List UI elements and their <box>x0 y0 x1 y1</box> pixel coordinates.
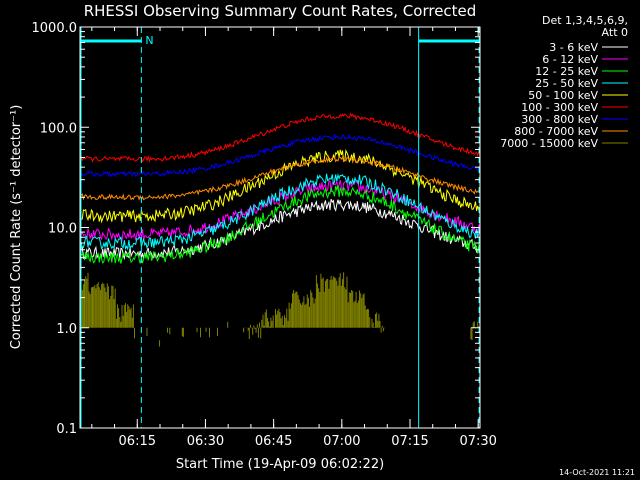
legend-label-5: 50 - 100 keV <box>528 89 598 102</box>
series-line-6 <box>79 112 481 163</box>
y-axis: 1000.0 100.0 10.0 1.0 0.1 <box>32 21 480 437</box>
y-tick-label: 1000.0 <box>32 21 78 36</box>
series-line-8 <box>79 155 481 201</box>
legend-label-7: 300 - 800 keV <box>521 113 598 126</box>
series-line-5 <box>79 149 481 224</box>
legend-label-6: 100 - 300 keV <box>521 101 598 114</box>
legend-label-2: 6 - 12 keV <box>542 53 598 66</box>
series-line-2 <box>79 179 481 243</box>
y-tick-label: 0.1 <box>56 422 77 437</box>
series-line-1 <box>79 198 481 261</box>
chart-title: RHESSI Observing Summary Count Rates, Co… <box>84 2 477 20</box>
x-axis: 06:15 06:30 06:45 07:00 07:15 07:30 <box>91 27 497 449</box>
y-axis-label: Corrected Count Rate (s⁻¹ detector⁻¹) <box>9 105 24 350</box>
y-tick-label: 1.0 <box>56 322 77 337</box>
x-tick-label: 06:15 <box>119 434 156 449</box>
x-tick-label: 07:30 <box>459 434 496 449</box>
legend-label-8: 800 - 7000 keV <box>514 125 598 138</box>
orbit-flag-label: N <box>145 34 153 47</box>
legend-header-line-1: Det 1,3,4,5,6,9, <box>542 14 628 27</box>
footer-date: 14-Oct-2021 11:21 <box>559 468 635 477</box>
series-line-7 <box>79 132 481 178</box>
series-line-4 <box>79 173 481 251</box>
x-axis-label: Start Time (19-Apr-09 06:02:22) <box>176 457 384 472</box>
x-tick-label: 07:15 <box>391 434 428 449</box>
y-tick-label: 10.0 <box>48 222 77 237</box>
legend-header-line-2: Att 0 <box>602 26 628 39</box>
x-tick-label: 06:30 <box>187 434 224 449</box>
legend-label-9: 7000 - 15000 keV <box>500 137 598 150</box>
legend-label-4: 25 - 50 keV <box>535 77 598 90</box>
x-tick-label: 07:00 <box>323 434 360 449</box>
series-line-3 <box>79 185 481 264</box>
y-tick-label: 100.0 <box>40 121 77 136</box>
legend-label-3: 12 - 25 keV <box>535 65 598 78</box>
x-tick-label: 06:45 <box>255 434 292 449</box>
legend-label-1: 3 - 6 keV <box>549 41 598 54</box>
